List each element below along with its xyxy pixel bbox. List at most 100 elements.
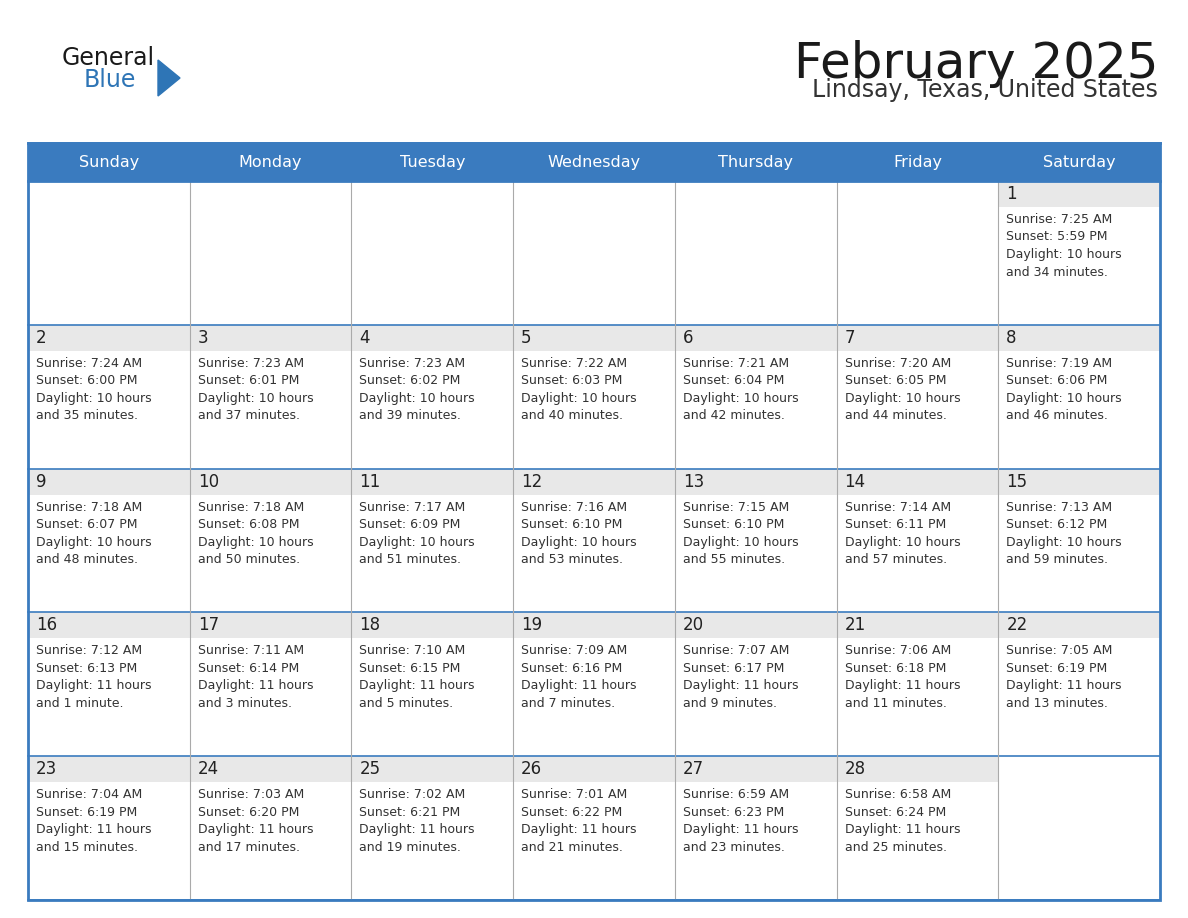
- Text: Sunrise: 7:03 AM: Sunrise: 7:03 AM: [197, 789, 304, 801]
- Bar: [836, 756, 998, 782]
- Text: Sunrise: 7:09 AM: Sunrise: 7:09 AM: [522, 644, 627, 657]
- Bar: [29, 756, 190, 900]
- Text: Monday: Monday: [239, 154, 302, 170]
- Text: Daylight: 11 hours: Daylight: 11 hours: [683, 823, 798, 836]
- Text: 6: 6: [683, 329, 694, 347]
- Text: Daylight: 10 hours: Daylight: 10 hours: [522, 535, 637, 549]
- Text: 7: 7: [845, 329, 855, 347]
- Text: Sunrise: 7:12 AM: Sunrise: 7:12 AM: [36, 644, 143, 657]
- Bar: [836, 468, 998, 495]
- Bar: [513, 468, 675, 495]
- Text: 5: 5: [522, 329, 532, 347]
- Bar: [998, 468, 1159, 612]
- Text: and 48 minutes.: and 48 minutes.: [36, 554, 138, 566]
- Text: Lindsay, Texas, United States: Lindsay, Texas, United States: [813, 78, 1158, 102]
- Text: and 34 minutes.: and 34 minutes.: [1006, 265, 1108, 278]
- Text: Blue: Blue: [84, 68, 137, 92]
- Text: General: General: [62, 46, 156, 70]
- Bar: [836, 756, 998, 900]
- Bar: [513, 325, 675, 351]
- Text: Sunset: 6:14 PM: Sunset: 6:14 PM: [197, 662, 299, 675]
- Bar: [29, 325, 190, 351]
- Text: and 59 minutes.: and 59 minutes.: [1006, 554, 1108, 566]
- Bar: [513, 612, 675, 638]
- Text: Sunset: 6:01 PM: Sunset: 6:01 PM: [197, 375, 299, 387]
- Bar: [29, 325, 190, 468]
- Bar: [675, 756, 836, 900]
- Text: 21: 21: [845, 616, 866, 634]
- Text: Sunrise: 7:18 AM: Sunrise: 7:18 AM: [36, 500, 143, 513]
- Text: Sunrise: 7:04 AM: Sunrise: 7:04 AM: [36, 789, 143, 801]
- Bar: [190, 325, 352, 351]
- Bar: [29, 143, 1159, 900]
- Bar: [675, 468, 836, 495]
- Text: and 51 minutes.: and 51 minutes.: [360, 554, 461, 566]
- Text: and 57 minutes.: and 57 minutes.: [845, 554, 947, 566]
- Text: Sunset: 6:11 PM: Sunset: 6:11 PM: [845, 518, 946, 532]
- Text: and 7 minutes.: and 7 minutes.: [522, 697, 615, 710]
- Text: Sunrise: 7:14 AM: Sunrise: 7:14 AM: [845, 500, 950, 513]
- Text: Daylight: 10 hours: Daylight: 10 hours: [1006, 248, 1121, 261]
- Text: Sunset: 6:00 PM: Sunset: 6:00 PM: [36, 375, 138, 387]
- Text: Daylight: 10 hours: Daylight: 10 hours: [197, 392, 314, 405]
- Text: Sunrise: 6:58 AM: Sunrise: 6:58 AM: [845, 789, 950, 801]
- Text: and 50 minutes.: and 50 minutes.: [197, 554, 299, 566]
- Text: 13: 13: [683, 473, 704, 490]
- Text: Daylight: 11 hours: Daylight: 11 hours: [1006, 679, 1121, 692]
- Text: Sunrise: 7:11 AM: Sunrise: 7:11 AM: [197, 644, 304, 657]
- Text: Sunset: 6:07 PM: Sunset: 6:07 PM: [36, 518, 138, 532]
- Bar: [513, 756, 675, 782]
- Bar: [675, 325, 836, 351]
- Text: 20: 20: [683, 616, 704, 634]
- Bar: [352, 181, 513, 325]
- Text: Sunrise: 7:16 AM: Sunrise: 7:16 AM: [522, 500, 627, 513]
- Text: Sunset: 6:09 PM: Sunset: 6:09 PM: [360, 518, 461, 532]
- Text: Daylight: 11 hours: Daylight: 11 hours: [36, 679, 152, 692]
- Bar: [352, 325, 513, 351]
- Bar: [29, 143, 1159, 181]
- Text: Sunrise: 7:06 AM: Sunrise: 7:06 AM: [845, 644, 950, 657]
- Text: and 44 minutes.: and 44 minutes.: [845, 409, 947, 422]
- Text: Daylight: 11 hours: Daylight: 11 hours: [522, 823, 637, 836]
- Text: 10: 10: [197, 473, 219, 490]
- Bar: [352, 612, 513, 638]
- Bar: [352, 612, 513, 756]
- Bar: [190, 756, 352, 782]
- Text: 28: 28: [845, 760, 866, 778]
- Text: Sunset: 6:24 PM: Sunset: 6:24 PM: [845, 806, 946, 819]
- Text: Sunset: 6:13 PM: Sunset: 6:13 PM: [36, 662, 138, 675]
- Bar: [836, 468, 998, 612]
- Text: 15: 15: [1006, 473, 1028, 490]
- Text: Sunrise: 6:59 AM: Sunrise: 6:59 AM: [683, 789, 789, 801]
- Text: Daylight: 10 hours: Daylight: 10 hours: [360, 535, 475, 549]
- Text: Daylight: 10 hours: Daylight: 10 hours: [522, 392, 637, 405]
- Text: Sunset: 6:22 PM: Sunset: 6:22 PM: [522, 806, 623, 819]
- Text: and 1 minute.: and 1 minute.: [36, 697, 124, 710]
- Text: February 2025: February 2025: [794, 40, 1158, 88]
- Bar: [29, 468, 190, 612]
- Text: Daylight: 11 hours: Daylight: 11 hours: [683, 679, 798, 692]
- Bar: [675, 181, 836, 325]
- Text: 16: 16: [36, 616, 57, 634]
- Text: and 3 minutes.: and 3 minutes.: [197, 697, 292, 710]
- Text: 14: 14: [845, 473, 866, 490]
- Bar: [29, 612, 190, 638]
- Text: Sunrise: 7:07 AM: Sunrise: 7:07 AM: [683, 644, 789, 657]
- Text: and 17 minutes.: and 17 minutes.: [197, 841, 299, 854]
- Bar: [29, 181, 190, 325]
- Bar: [190, 468, 352, 495]
- Text: 2: 2: [36, 329, 46, 347]
- Text: Sunrise: 7:18 AM: Sunrise: 7:18 AM: [197, 500, 304, 513]
- Text: 17: 17: [197, 616, 219, 634]
- Bar: [675, 468, 836, 612]
- Bar: [675, 612, 836, 756]
- Text: Sunset: 6:10 PM: Sunset: 6:10 PM: [683, 518, 784, 532]
- Text: Sunset: 6:21 PM: Sunset: 6:21 PM: [360, 806, 461, 819]
- Bar: [190, 612, 352, 756]
- Text: Sunset: 6:04 PM: Sunset: 6:04 PM: [683, 375, 784, 387]
- Bar: [352, 756, 513, 900]
- Bar: [352, 756, 513, 782]
- Text: Sunset: 6:06 PM: Sunset: 6:06 PM: [1006, 375, 1107, 387]
- Text: Sunrise: 7:01 AM: Sunrise: 7:01 AM: [522, 789, 627, 801]
- Text: 26: 26: [522, 760, 542, 778]
